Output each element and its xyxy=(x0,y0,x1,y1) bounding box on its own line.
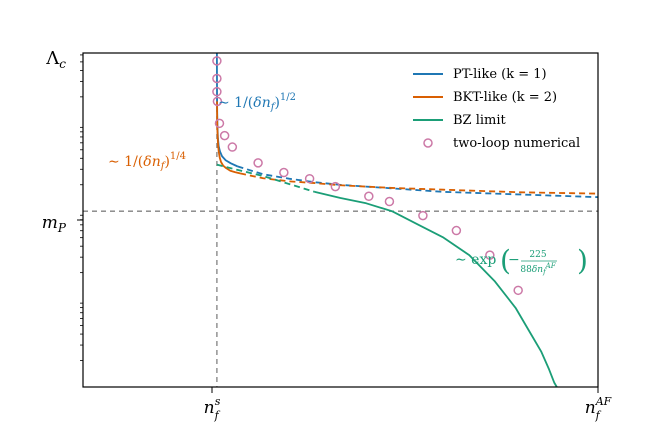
data-point-marker xyxy=(212,86,222,97)
series-bz-dashed xyxy=(216,163,316,193)
annotation-pt: ∼ 1/(δnf)1/2 xyxy=(218,92,296,113)
data-point-marker xyxy=(212,56,222,66)
svg-text:225: 225 xyxy=(529,250,546,260)
data-point-marker xyxy=(253,158,263,168)
legend-label-bkt: BKT-like (k = 2) xyxy=(453,90,557,105)
x-tick-label-ns: nfs xyxy=(204,395,221,422)
data-point-marker xyxy=(364,191,374,202)
data-point-marker xyxy=(451,225,462,236)
data-point-marker xyxy=(212,96,223,107)
svg-text:−: − xyxy=(508,252,520,268)
y-tick-label-mp: mP xyxy=(42,213,67,235)
data-point-marker xyxy=(219,130,230,141)
series-pt-dashed xyxy=(237,165,598,199)
svg-text:∼ exp: ∼ exp xyxy=(455,252,496,268)
annotation-bz: ∼ exp ( − 225 88δnfAF ) xyxy=(455,244,588,277)
data-point-marker xyxy=(485,250,495,260)
legend-label-bz: BZ limit xyxy=(453,113,507,128)
legend: PT-like (k = 1) BKT-like (k = 2) BZ limit t… xyxy=(413,67,580,151)
svg-text:88δnfAF: 88δnfAF xyxy=(520,262,556,276)
series-layer xyxy=(216,53,598,387)
data-point-marker xyxy=(212,73,222,84)
annotation-bkt: ∼ 1/(δnf)1/4 xyxy=(108,151,186,172)
x-tick-label-naf: nfAF xyxy=(585,395,612,422)
svg-text:): ) xyxy=(577,244,588,277)
data-point-marker xyxy=(227,142,238,152)
data-point-marker xyxy=(279,167,289,178)
data-point-marker xyxy=(330,181,341,192)
legend-label-pt: PT-like (k = 1) xyxy=(453,67,547,82)
y-minor-ticks xyxy=(80,54,83,361)
data-point-marker xyxy=(304,173,315,184)
data-point-marker xyxy=(214,118,225,129)
data-point-marker xyxy=(513,285,523,296)
svg-text:(: ( xyxy=(500,244,511,277)
series-bz-solid xyxy=(314,190,558,387)
legend-swatch-markers xyxy=(423,138,433,148)
series-bkt-solid xyxy=(216,101,241,175)
marker-layer xyxy=(212,56,523,296)
data-point-marker xyxy=(384,196,395,207)
legend-label-markers: two-loop numerical xyxy=(453,136,580,151)
data-point-marker xyxy=(418,210,428,221)
y-axis-label: Λc xyxy=(45,48,66,71)
